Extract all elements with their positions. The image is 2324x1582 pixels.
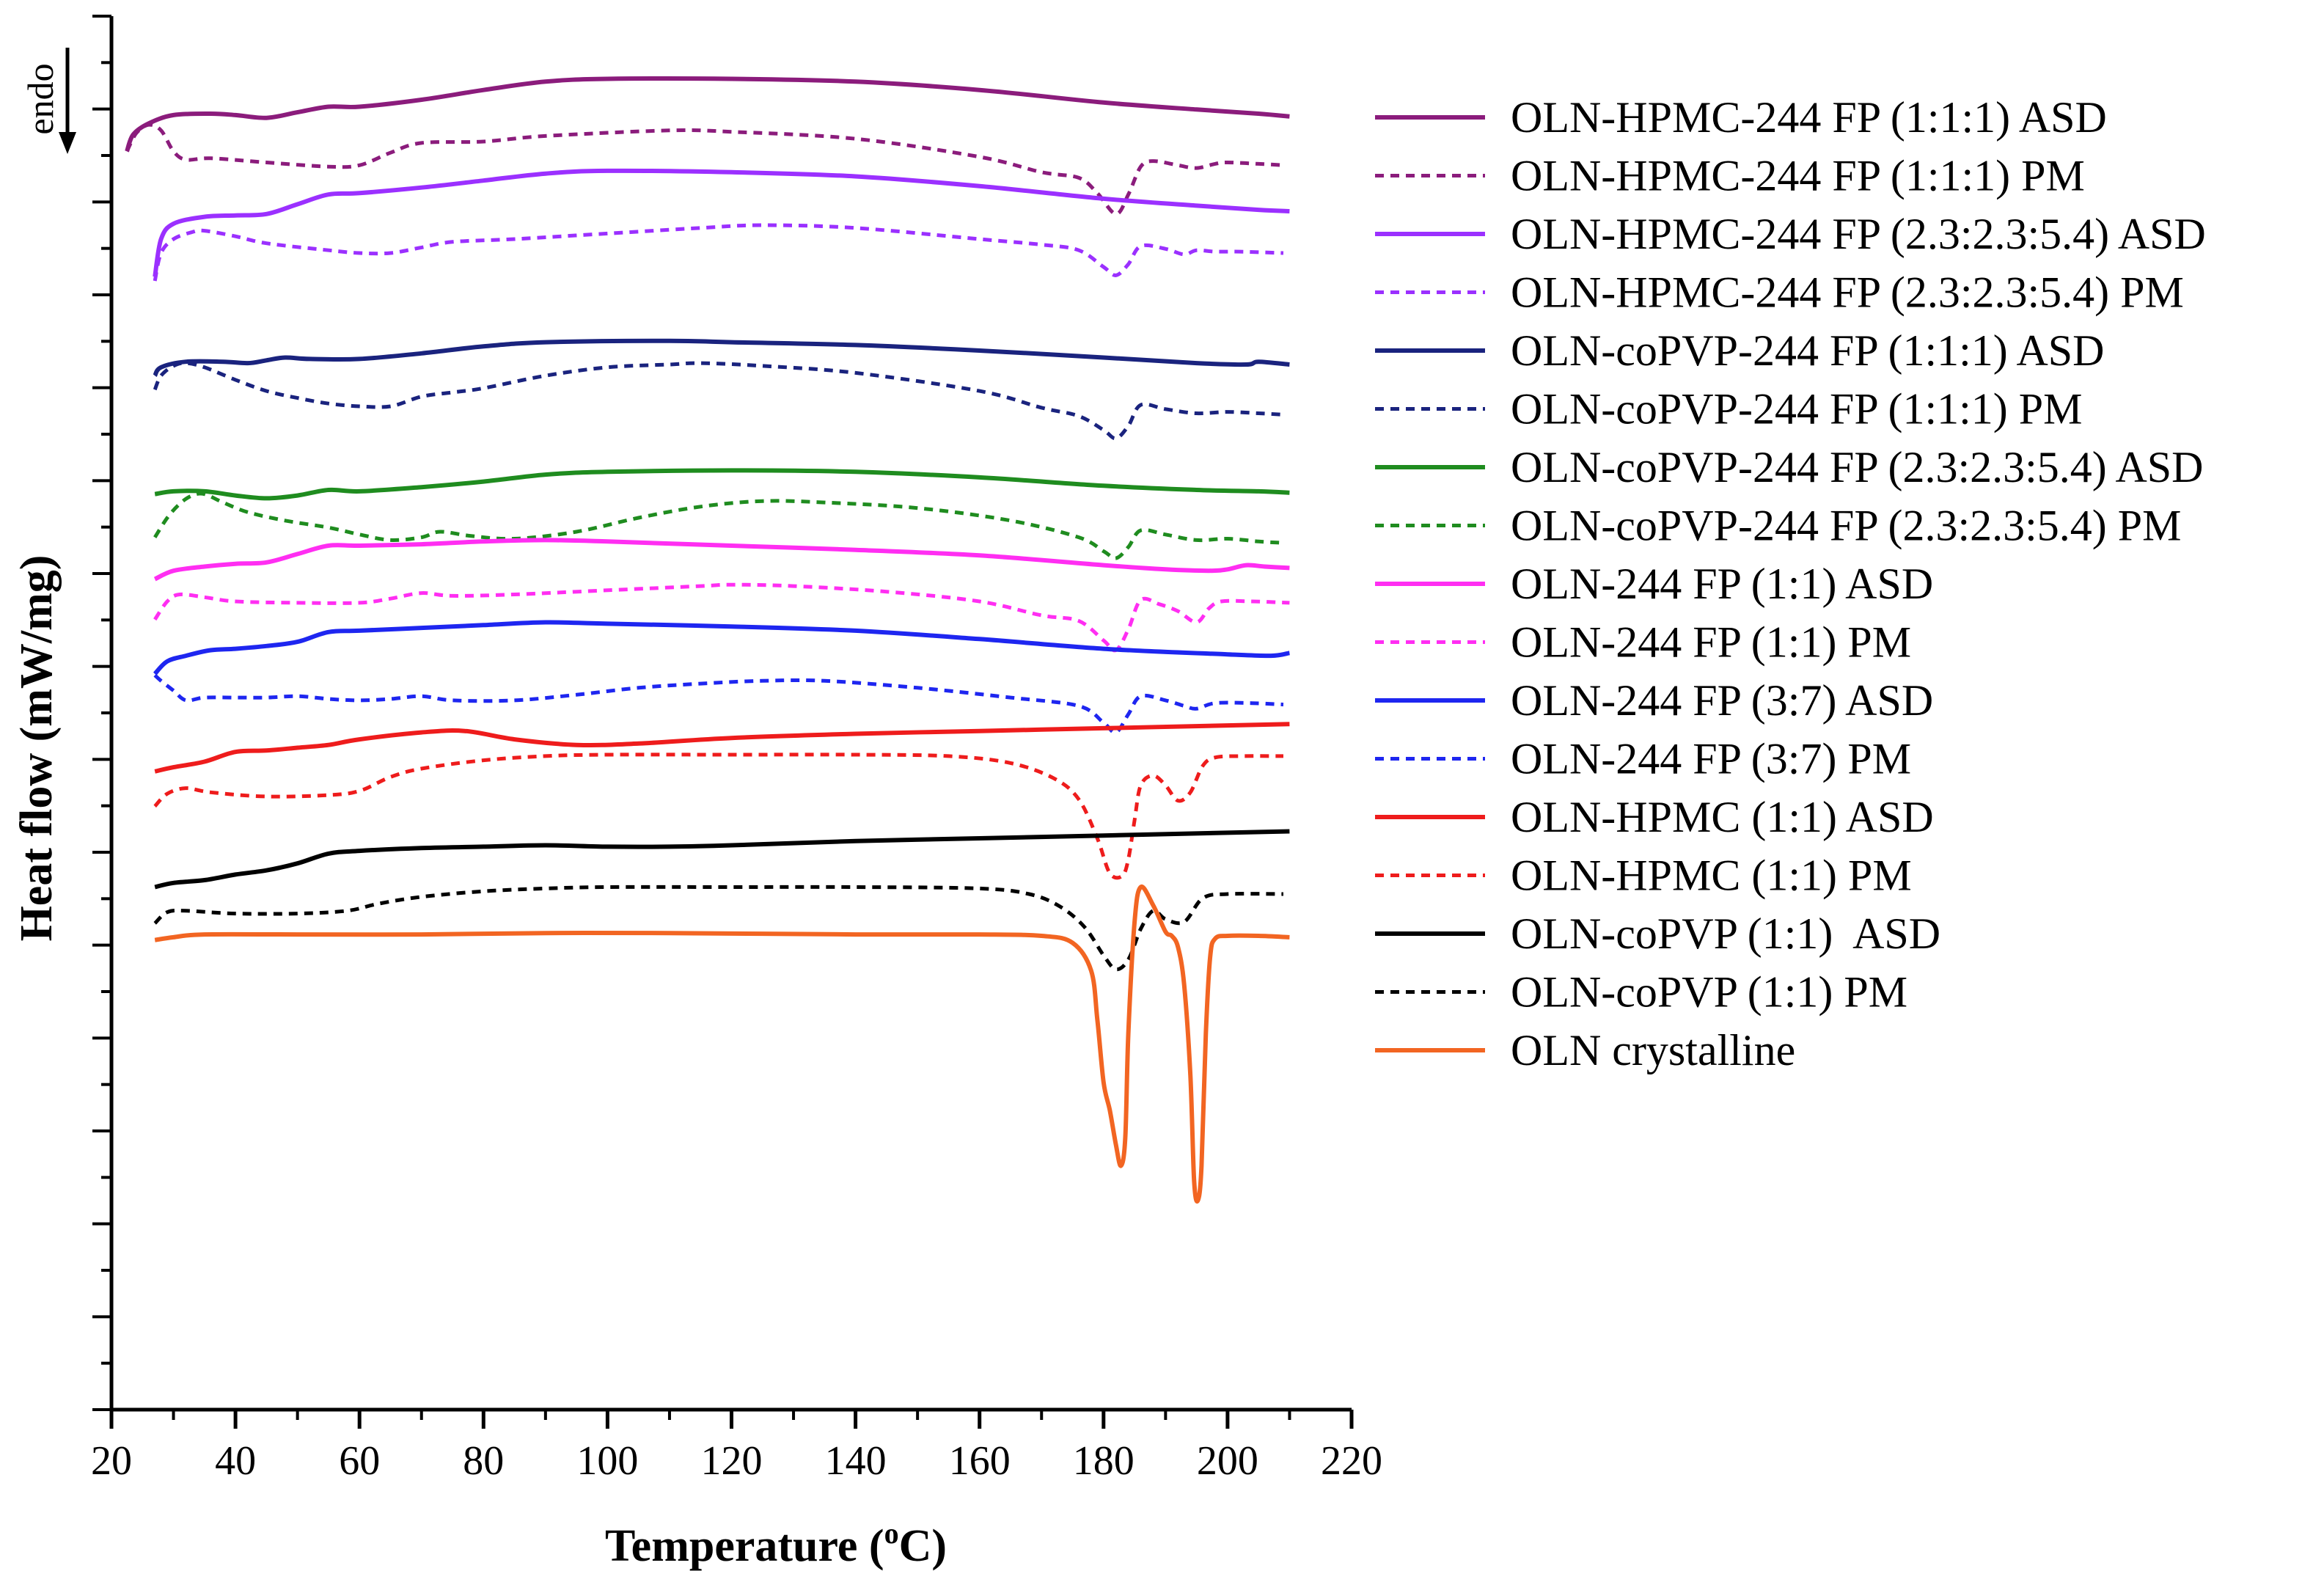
x-tick-label: 20 — [91, 1438, 132, 1484]
endo-label: endo — [20, 63, 61, 134]
legend-label: OLN-HPMC-244 FP (1:1:1) ASD — [1511, 93, 2107, 142]
series-line-16 — [153, 885, 1284, 972]
series-line-1 — [125, 76, 1290, 153]
legend-label: OLN-HPMC (1:1) ASD — [1511, 793, 1934, 841]
legend-label: OLN-244 FP (3:7) PM — [1511, 735, 1911, 783]
legend-label: OLN-coPVP (1:1) ASD — [1511, 909, 1940, 958]
x-tick-label: 140 — [825, 1438, 887, 1484]
x-tick-label: 180 — [1073, 1438, 1134, 1484]
legend-label: OLN-244 FP (1:1) ASD — [1511, 560, 1933, 608]
series-line-15 — [154, 829, 1290, 890]
series-line-9 — [153, 538, 1290, 582]
legend-label: OLN-HPMC-244 FP (1:1:1) PM — [1511, 152, 2085, 200]
legend-label: OLN-coPVP-244 FP (2.3:2.3:5.4) ASD — [1511, 443, 2204, 491]
series-line-7 — [154, 468, 1290, 501]
legend-label: OLN-coPVP (1:1) PM — [1511, 968, 1907, 1017]
series-line-5 — [153, 338, 1290, 377]
series-line-6 — [153, 361, 1284, 441]
legend: OLN-HPMC-244 FP (1:1:1) ASD OLN-HPMC-244 … — [1375, 93, 2206, 1074]
legend-label: OLN-HPMC-244 FP (2.3:2.3:5.4) PM — [1511, 268, 2184, 317]
series-line-8 — [153, 491, 1284, 560]
x-axis-title-tail: C) — [899, 1521, 947, 1571]
legend-label: OLN crystalline — [1511, 1026, 1795, 1074]
x-axis-title-sup: o — [884, 1517, 899, 1550]
legend-label: OLN-HPMC (1:1) PM — [1511, 852, 1912, 900]
legend-label: OLN-HPMC-244 FP (2.3:2.3:5.4) ASD — [1511, 210, 2206, 258]
legend-label: OLN-coPVP-244 FP (1:1:1) PM — [1511, 385, 2083, 433]
legend-label: OLN-coPVP-244 FP (1:1:1) ASD — [1511, 326, 2105, 375]
axes: 20 40 60 80 100 120 140 160 180 200 220 — [91, 15, 1382, 1484]
x-tick-label: 60 — [339, 1438, 380, 1484]
series-line-10 — [153, 582, 1290, 653]
x-axis-title: Temperature (oC) — [605, 1517, 947, 1571]
series-layer — [125, 76, 1290, 1204]
series-line-4 — [153, 223, 1284, 282]
series-line-3 — [153, 168, 1290, 277]
x-tick-label: 80 — [463, 1438, 504, 1484]
legend-label: OLN-244 FP (3:7) ASD — [1511, 676, 1933, 725]
x-tick-label: 100 — [576, 1438, 638, 1484]
series-line-11 — [153, 620, 1290, 675]
endo-arrow-icon — [59, 48, 76, 154]
series-line-14 — [153, 752, 1284, 880]
y-axis-title: Heat flow (mW/mg) — [12, 555, 62, 942]
x-tick-label: 120 — [701, 1438, 763, 1484]
legend-label: OLN-coPVP-244 FP (2.3:2.3:5.4) PM — [1511, 502, 2182, 550]
x-tick-label: 220 — [1321, 1438, 1382, 1484]
legend-label: OLN-244 FP (1:1) PM — [1511, 618, 1911, 667]
x-tick-label: 200 — [1197, 1438, 1258, 1484]
series-line-17 — [154, 885, 1290, 1204]
x-axis-title-main: Temperature ( — [605, 1521, 884, 1571]
x-tick-label: 160 — [949, 1438, 1011, 1484]
series-line-12 — [153, 673, 1284, 735]
x-tick-label: 40 — [215, 1438, 256, 1484]
series-line-13 — [154, 722, 1290, 774]
series-line-2 — [125, 122, 1284, 216]
